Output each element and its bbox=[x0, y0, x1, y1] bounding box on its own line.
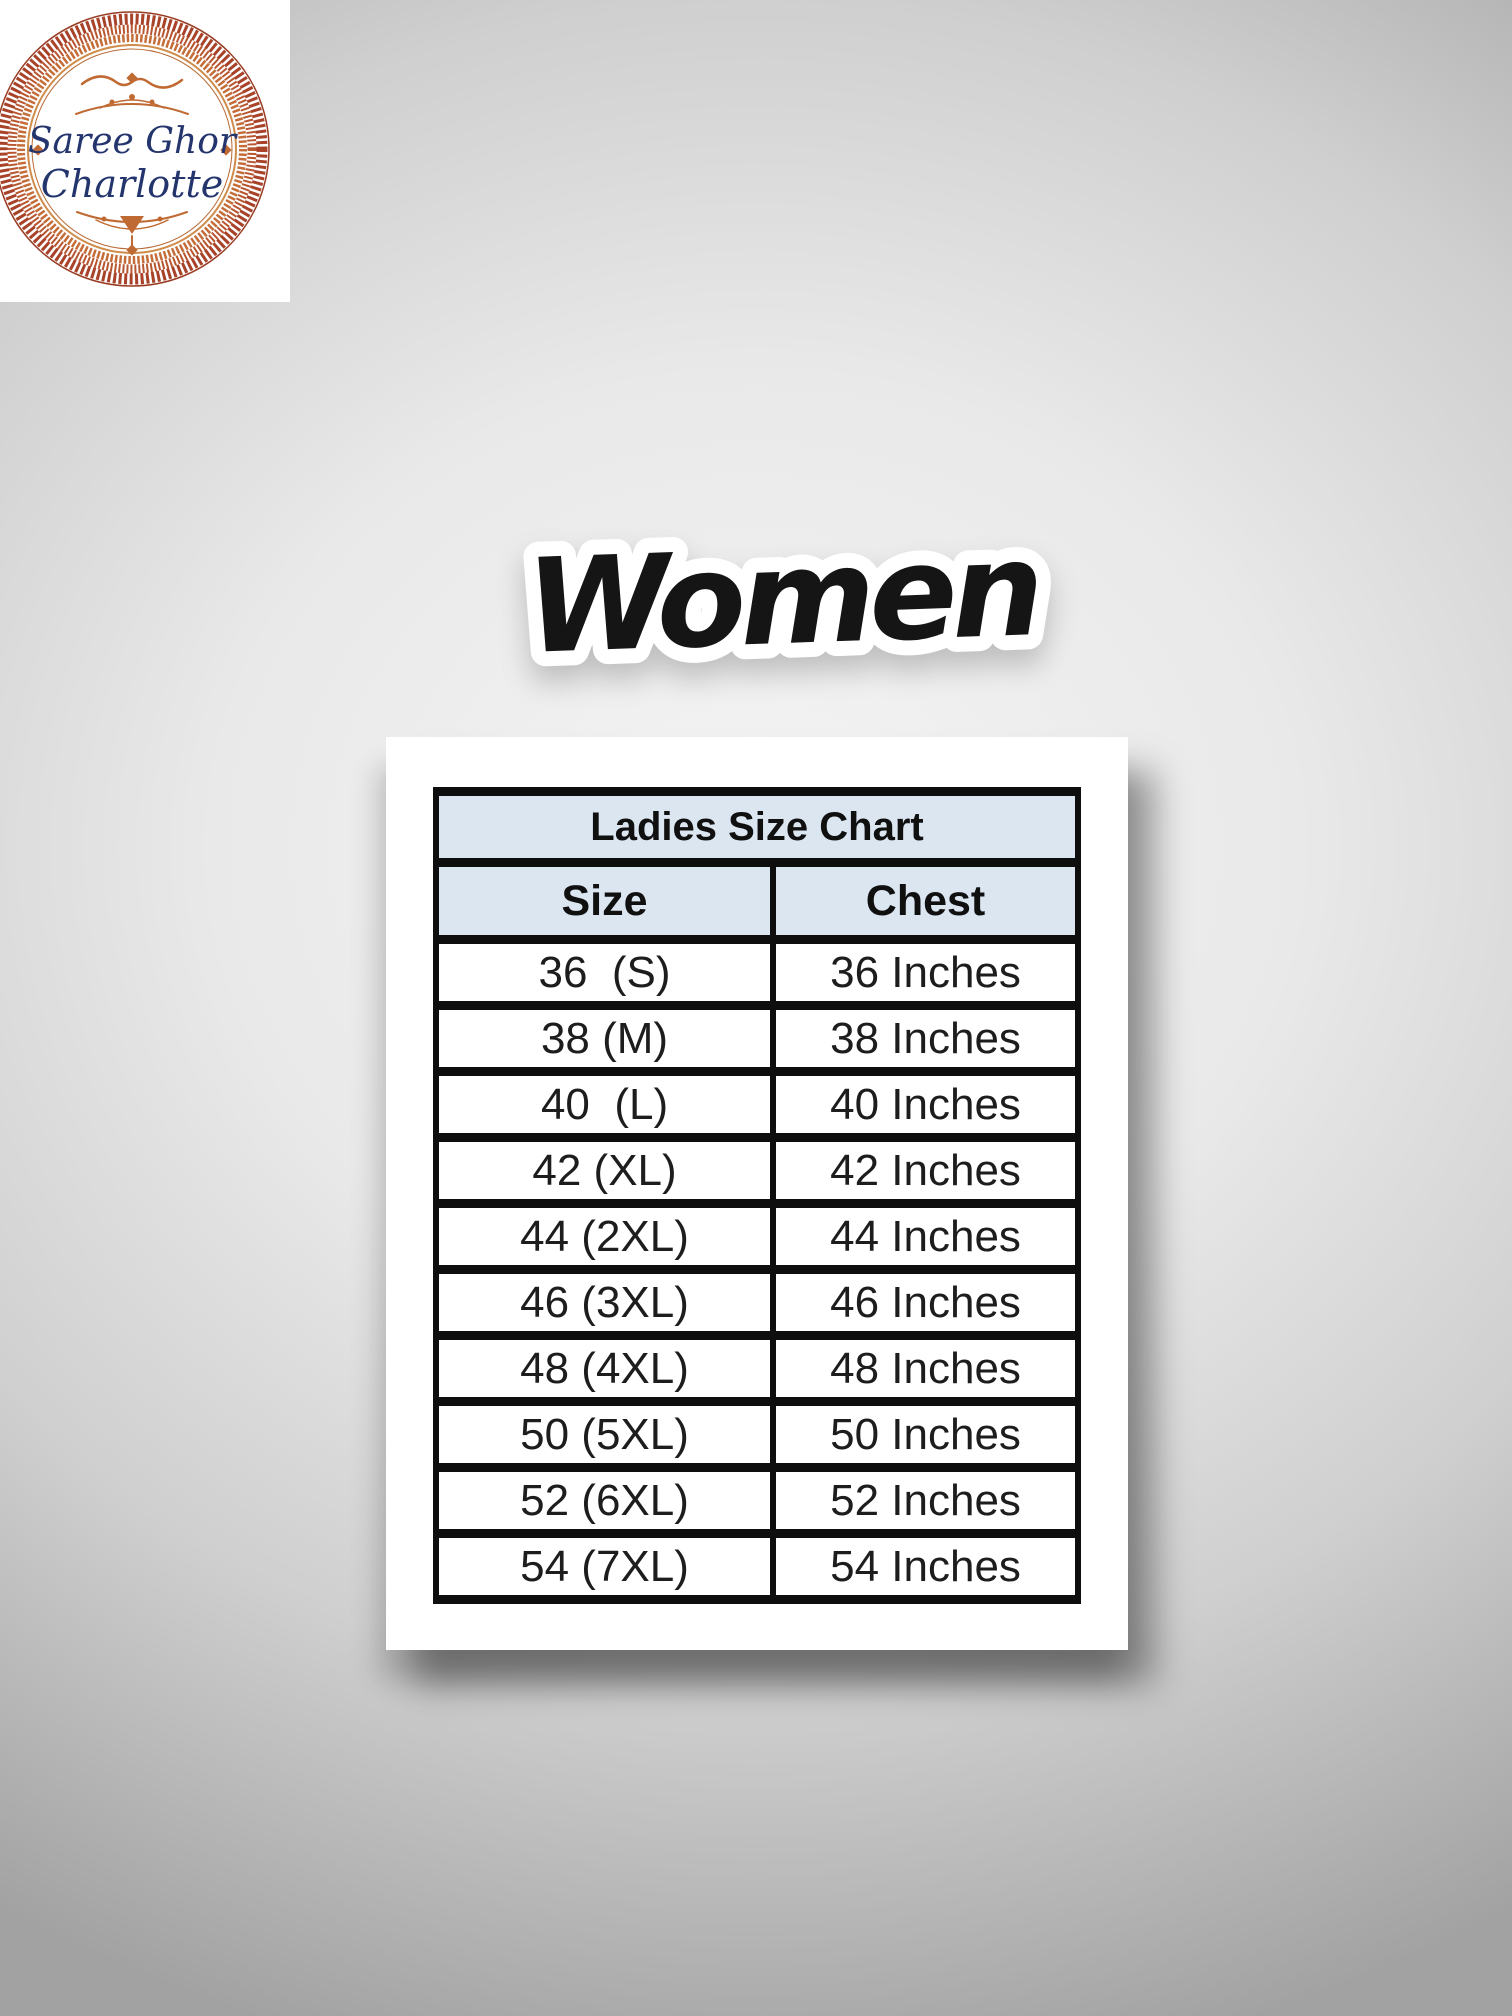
table-row: 48 (4XL) 48 Inches bbox=[432, 1331, 1081, 1406]
size-chart-title-row: Ladies Size Chart bbox=[433, 787, 1081, 867]
size-cell: 40 (L) bbox=[432, 1067, 777, 1142]
table-row: 50 (5XL) 50 Inches bbox=[432, 1397, 1081, 1472]
flourish-top-dots bbox=[109, 72, 155, 105]
table-row: 40 (L) 40 Inches bbox=[432, 1067, 1081, 1142]
column-header-chest: Chest bbox=[770, 858, 1081, 944]
page-title: Women bbox=[524, 513, 1041, 683]
table-row: 42 (XL) 42 Inches bbox=[432, 1133, 1081, 1208]
size-chart-card: Ladies Size Chart Size Chest 36 (S) 36 In… bbox=[386, 737, 1128, 1650]
table-row: 38 (M) 38 Inches bbox=[432, 1001, 1081, 1076]
brand-name-line1: Saree Ghor bbox=[28, 121, 238, 162]
flourish-side-icons bbox=[32, 144, 232, 156]
column-header-size: Size bbox=[432, 858, 777, 944]
size-chart-rows: 36 (S) 36 Inches 38 (M) 38 Inches 40 (L) 40 I… bbox=[432, 935, 1081, 1604]
brand-ornament-icon: Saree Ghor Charlotte bbox=[0, 11, 270, 287]
chest-cell: 52 Inches bbox=[770, 1463, 1081, 1538]
table-row: 52 (6XL) 52 Inches bbox=[432, 1463, 1081, 1538]
size-cell: 38 (M) bbox=[432, 1001, 777, 1076]
chest-cell: 46 Inches bbox=[770, 1265, 1081, 1340]
chest-cell: 36 Inches bbox=[770, 935, 1081, 1010]
chest-cell: 50 Inches bbox=[770, 1397, 1081, 1472]
chest-cell: 48 Inches bbox=[770, 1331, 1081, 1406]
chest-cell: 44 Inches bbox=[770, 1199, 1081, 1274]
chest-cell: 40 Inches bbox=[770, 1067, 1081, 1142]
size-cell: 44 (2XL) bbox=[432, 1199, 777, 1274]
size-cell: 46 (3XL) bbox=[432, 1265, 777, 1340]
size-chart-title: Ladies Size Chart bbox=[433, 787, 1081, 867]
table-row: 44 (2XL) 44 Inches bbox=[432, 1199, 1081, 1274]
table-row: 46 (3XL) 46 Inches bbox=[432, 1265, 1081, 1340]
chest-cell: 54 Inches bbox=[770, 1529, 1081, 1604]
size-cell: 48 (4XL) bbox=[432, 1331, 777, 1406]
size-cell: 52 (6XL) bbox=[432, 1463, 777, 1538]
table-row: 36 (S) 36 Inches bbox=[432, 935, 1081, 1010]
size-cell: 50 (5XL) bbox=[432, 1397, 777, 1472]
brand-name-line2: Charlotte bbox=[41, 162, 223, 206]
size-chart-header-row: Size Chest bbox=[432, 858, 1081, 944]
size-cell: 36 (S) bbox=[432, 935, 777, 1010]
size-cell: 54 (7XL) bbox=[432, 1529, 777, 1604]
women-heading-sticker: Women bbox=[492, 488, 1072, 708]
table-row: 54 (7XL) 54 Inches bbox=[432, 1529, 1081, 1604]
size-chart-table: Ladies Size Chart Size Chest 36 (S) 36 In… bbox=[432, 787, 1081, 1604]
chest-cell: 38 Inches bbox=[770, 1001, 1081, 1076]
size-cell: 42 (XL) bbox=[432, 1133, 777, 1208]
brand-logo: Saree Ghor Charlotte bbox=[0, 0, 290, 302]
chest-cell: 42 Inches bbox=[770, 1133, 1081, 1208]
